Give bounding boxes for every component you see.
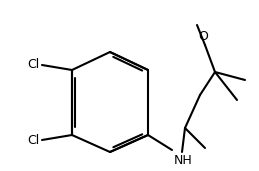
- Text: O: O: [198, 30, 208, 43]
- Text: Cl: Cl: [28, 58, 40, 71]
- Text: NH: NH: [174, 154, 193, 167]
- Text: Cl: Cl: [28, 134, 40, 147]
